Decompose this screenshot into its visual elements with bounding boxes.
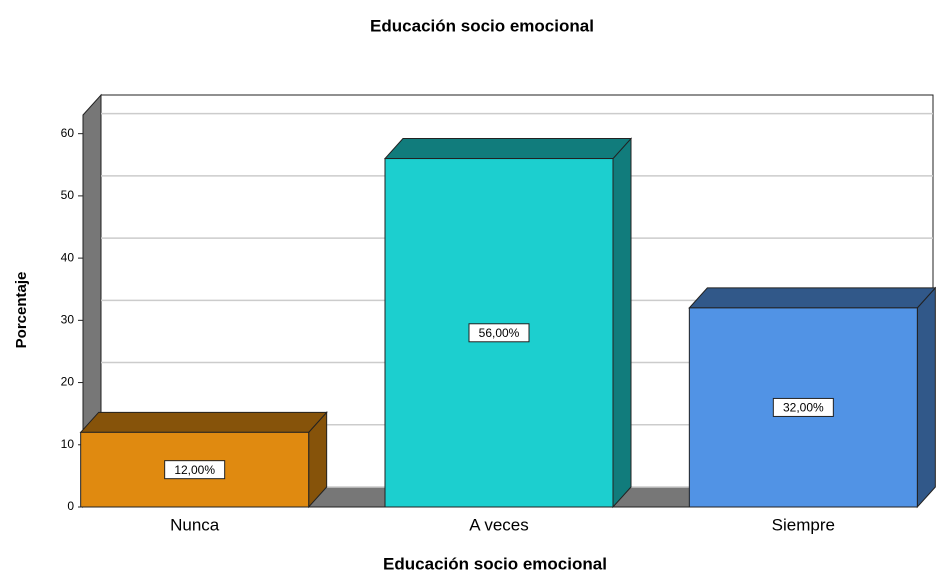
x-tick-label: Nunca	[170, 515, 220, 534]
bar-side	[612, 137, 632, 509]
y-tick-label: 20	[61, 375, 75, 389]
y-tick-label: 60	[61, 126, 75, 140]
value-label: 32,00%	[783, 401, 824, 415]
y-tick-label: 10	[61, 437, 75, 451]
y-tick-label: 40	[61, 250, 75, 264]
y-tick-label: 30	[61, 313, 75, 327]
x-axis-title: Educación socio emocional	[383, 554, 607, 573]
chart-title: Educación socio emocional	[370, 16, 594, 35]
y-tick-label: 0	[67, 499, 74, 513]
value-label: 56,00%	[479, 326, 520, 340]
value-label-box	[772, 397, 834, 417]
bar-top	[79, 411, 328, 433]
value-label-box	[164, 460, 226, 480]
bar-side	[916, 286, 936, 509]
x-tick-label: Siempre	[772, 515, 835, 534]
x-tick-label: A veces	[469, 515, 529, 534]
value-label: 12,00%	[174, 463, 215, 477]
bar-top	[383, 138, 633, 160]
bar-top	[688, 287, 936, 309]
y-axis-title: Porcentaje	[13, 272, 30, 349]
value-label-box	[468, 323, 530, 343]
y-tick-label: 50	[61, 188, 75, 202]
